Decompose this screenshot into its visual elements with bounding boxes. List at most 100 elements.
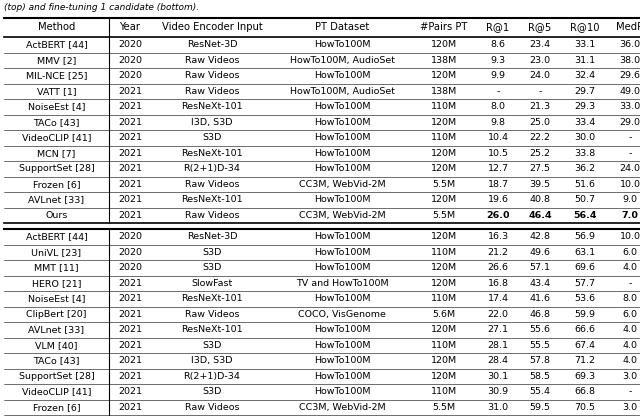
Text: 10.5: 10.5	[488, 149, 509, 158]
Text: HowTo100M, AudioSet: HowTo100M, AudioSet	[289, 87, 394, 96]
Text: HowTo100M: HowTo100M	[314, 387, 371, 396]
Text: 70.5: 70.5	[575, 403, 595, 412]
Text: 2021: 2021	[118, 325, 142, 334]
Text: 59.9: 59.9	[575, 310, 595, 319]
Text: Video Encoder Input: Video Encoder Input	[162, 22, 262, 32]
Text: 25.0: 25.0	[529, 118, 550, 127]
Text: 5.6M: 5.6M	[433, 310, 456, 319]
Text: 63.1: 63.1	[575, 248, 596, 257]
Text: Year: Year	[120, 22, 141, 32]
Text: Frozen [6]: Frozen [6]	[33, 180, 80, 189]
Text: AVLnet [33]: AVLnet [33]	[28, 195, 84, 204]
Text: S3D: S3D	[202, 263, 221, 272]
Text: 2020: 2020	[118, 71, 142, 80]
Text: 120M: 120M	[431, 164, 457, 173]
Text: HowTo100M, AudioSet: HowTo100M, AudioSet	[289, 56, 394, 65]
Text: 38.0: 38.0	[620, 56, 640, 65]
Text: 18.7: 18.7	[488, 180, 509, 189]
Text: 46.8: 46.8	[529, 310, 550, 319]
Text: VideoCLIP [41]: VideoCLIP [41]	[22, 133, 92, 142]
Text: 59.5: 59.5	[529, 403, 550, 412]
Text: I3D, S3D: I3D, S3D	[191, 118, 233, 127]
Text: 55.5: 55.5	[529, 341, 550, 350]
Text: 69.3: 69.3	[575, 372, 596, 381]
Text: 120M: 120M	[431, 372, 457, 381]
Text: -: -	[628, 387, 632, 396]
Text: 3.0: 3.0	[623, 372, 637, 381]
Text: 2021: 2021	[118, 87, 142, 96]
Text: HowTo100M: HowTo100M	[314, 71, 371, 80]
Text: 21.2: 21.2	[488, 248, 509, 257]
Text: COCO, VisGenome: COCO, VisGenome	[298, 310, 386, 319]
Text: 71.2: 71.2	[575, 356, 595, 365]
Text: 2021: 2021	[118, 164, 142, 173]
Text: 138M: 138M	[431, 87, 457, 96]
Text: -: -	[628, 279, 632, 288]
Text: 4.0: 4.0	[623, 341, 637, 350]
Text: 24.0: 24.0	[529, 71, 550, 80]
Text: 69.6: 69.6	[575, 263, 595, 272]
Text: 2020: 2020	[118, 232, 142, 241]
Text: AVLnet [33]: AVLnet [33]	[28, 325, 84, 334]
Text: 31.0: 31.0	[488, 403, 509, 412]
Text: 2021: 2021	[118, 211, 142, 220]
Text: S3D: S3D	[202, 387, 221, 396]
Text: 67.4: 67.4	[575, 341, 595, 350]
Text: 2021: 2021	[118, 118, 142, 127]
Text: 27.1: 27.1	[488, 325, 509, 334]
Text: 2021: 2021	[118, 403, 142, 412]
Text: 24.0: 24.0	[620, 164, 640, 173]
Text: 2020: 2020	[118, 40, 142, 49]
Text: 55.6: 55.6	[529, 325, 550, 334]
Text: (top) and fine-tuning 1 candidate (bottom).: (top) and fine-tuning 1 candidate (botto…	[4, 3, 199, 12]
Text: 2021: 2021	[118, 341, 142, 350]
Text: HowTo100M: HowTo100M	[314, 356, 371, 365]
Text: 2021: 2021	[118, 180, 142, 189]
Text: 29.7: 29.7	[575, 87, 595, 96]
Text: 50.7: 50.7	[575, 195, 595, 204]
Text: 12.7: 12.7	[488, 164, 509, 173]
Text: 16.3: 16.3	[488, 232, 509, 241]
Text: 110M: 110M	[431, 133, 457, 142]
Text: 33.4: 33.4	[574, 118, 596, 127]
Text: 5.5M: 5.5M	[433, 211, 456, 220]
Text: CC3M, WebVid-2M: CC3M, WebVid-2M	[299, 403, 385, 412]
Text: 22.0: 22.0	[488, 310, 509, 319]
Text: HowTo100M: HowTo100M	[314, 232, 371, 241]
Text: 49.6: 49.6	[529, 248, 550, 257]
Text: 120M: 120M	[431, 325, 457, 334]
Text: 33.1: 33.1	[574, 40, 596, 49]
Text: 49.0: 49.0	[620, 87, 640, 96]
Text: Frozen [6]: Frozen [6]	[33, 403, 80, 412]
Text: 7.0: 7.0	[621, 211, 639, 220]
Text: SupportSet [28]: SupportSet [28]	[19, 372, 94, 381]
Text: 5.5M: 5.5M	[433, 180, 456, 189]
Text: 8.0: 8.0	[623, 294, 637, 303]
Text: HowTo100M: HowTo100M	[314, 40, 371, 49]
Text: ActBERT [44]: ActBERT [44]	[26, 232, 88, 241]
Text: 16.8: 16.8	[488, 279, 509, 288]
Text: SupportSet [28]: SupportSet [28]	[19, 164, 94, 173]
Text: 66.6: 66.6	[575, 325, 595, 334]
Text: R(2+1)D-34: R(2+1)D-34	[184, 372, 241, 381]
Text: R@5: R@5	[529, 22, 552, 32]
Text: 4.0: 4.0	[623, 325, 637, 334]
Text: 57.1: 57.1	[529, 263, 550, 272]
Text: -: -	[496, 87, 500, 96]
Text: 120M: 120M	[431, 149, 457, 158]
Text: 120M: 120M	[431, 40, 457, 49]
Text: MedR: MedR	[616, 22, 640, 32]
Text: 21.3: 21.3	[529, 102, 550, 111]
Text: 28.1: 28.1	[488, 341, 509, 350]
Text: HowTo100M: HowTo100M	[314, 149, 371, 158]
Text: MIL-NCE [25]: MIL-NCE [25]	[26, 71, 87, 80]
Text: S3D: S3D	[202, 248, 221, 257]
Text: 17.4: 17.4	[488, 294, 509, 303]
Text: 26.6: 26.6	[488, 263, 509, 272]
Text: 26.0: 26.0	[486, 211, 509, 220]
Text: 4.0: 4.0	[623, 263, 637, 272]
Text: TACo [43]: TACo [43]	[33, 118, 80, 127]
Text: 138M: 138M	[431, 56, 457, 65]
Text: NoiseEst [4]: NoiseEst [4]	[28, 294, 85, 303]
Text: 29.3: 29.3	[575, 102, 596, 111]
